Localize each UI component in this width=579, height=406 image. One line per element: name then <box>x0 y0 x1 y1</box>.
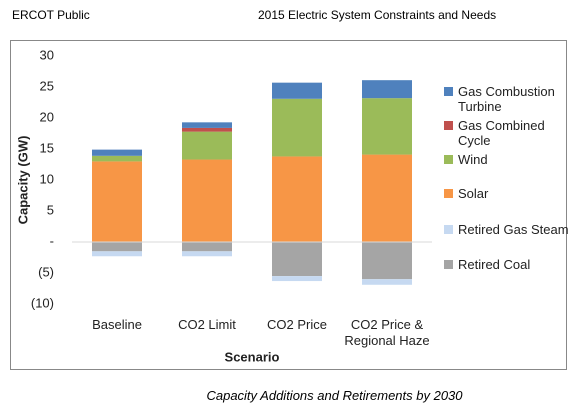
legend-swatch <box>444 121 453 130</box>
legend-item: Wind <box>444 152 570 167</box>
header-right: 2015 Electric System Constraints and Nee… <box>258 8 497 22</box>
legend-item: Retired Coal <box>444 257 570 272</box>
x-tick-label: CO2 Price <box>267 317 327 332</box>
caption: Capacity Additions and Retirements by 20… <box>206 388 463 403</box>
legend-swatch <box>444 225 453 234</box>
x-tick-label: CO2 Price & Regional Haze <box>344 317 430 348</box>
legend-item: Gas Combined Cycle <box>444 118 570 148</box>
x-tick-label: CO2 Limit <box>178 317 236 332</box>
legend-label: Solar <box>458 186 489 201</box>
legend-swatch <box>444 155 453 164</box>
bar-segment <box>92 161 142 242</box>
legend-swatch <box>444 189 453 198</box>
y-tick-label: 15 <box>40 140 54 155</box>
legend-swatch <box>444 87 453 96</box>
bar-segment <box>362 279 412 285</box>
y-axis-title: Capacity (GW) <box>15 136 30 225</box>
bar-segment <box>92 251 142 257</box>
y-tick-label: 20 <box>40 109 54 124</box>
bar-segment <box>272 156 322 242</box>
y-tick-label: 25 <box>40 78 54 93</box>
bar-segment <box>362 154 412 242</box>
y-tick-label: (5) <box>38 264 54 279</box>
legend-item: Solar <box>444 186 570 201</box>
legend-label: Retired Coal <box>458 257 531 272</box>
bar-segment <box>362 98 412 155</box>
bar-segment <box>182 131 232 160</box>
y-tick-label: - <box>50 233 54 248</box>
x-tick-label: Baseline <box>92 317 142 332</box>
x-axis-title: Scenario <box>225 349 280 364</box>
y-tick-label: 5 <box>47 202 54 217</box>
chart-border <box>10 40 567 370</box>
bar-segment <box>182 242 232 252</box>
bar-segment <box>362 242 412 280</box>
bar-segment <box>272 242 322 277</box>
legend-label: Gas Combined Cycle <box>458 118 545 148</box>
y-tick-label: 30 <box>40 47 54 62</box>
bar-segment <box>92 149 142 156</box>
bar-segment <box>92 155 142 162</box>
legend-label: Retired Gas Steam <box>458 222 569 237</box>
bar-segment <box>272 276 322 282</box>
legend-swatch <box>444 260 453 269</box>
y-tick-label: 10 <box>40 171 54 186</box>
bar-segment <box>182 159 232 242</box>
legend-label: Wind <box>458 152 488 167</box>
y-tick-label: (10) <box>31 295 54 310</box>
legend-item: Retired Gas Steam <box>444 222 570 237</box>
legend-item: Gas Combustion Turbine <box>444 84 570 114</box>
bar-segment <box>362 80 412 99</box>
header-left: ERCOT Public <box>12 8 90 22</box>
bar-segment <box>182 122 232 128</box>
bar-segment <box>182 251 232 257</box>
bar-segment <box>92 242 142 252</box>
legend-label: Gas Combustion Turbine <box>458 84 555 114</box>
bar-segment <box>182 127 232 132</box>
bar-segment <box>272 82 322 99</box>
bar-segment <box>272 98 322 157</box>
